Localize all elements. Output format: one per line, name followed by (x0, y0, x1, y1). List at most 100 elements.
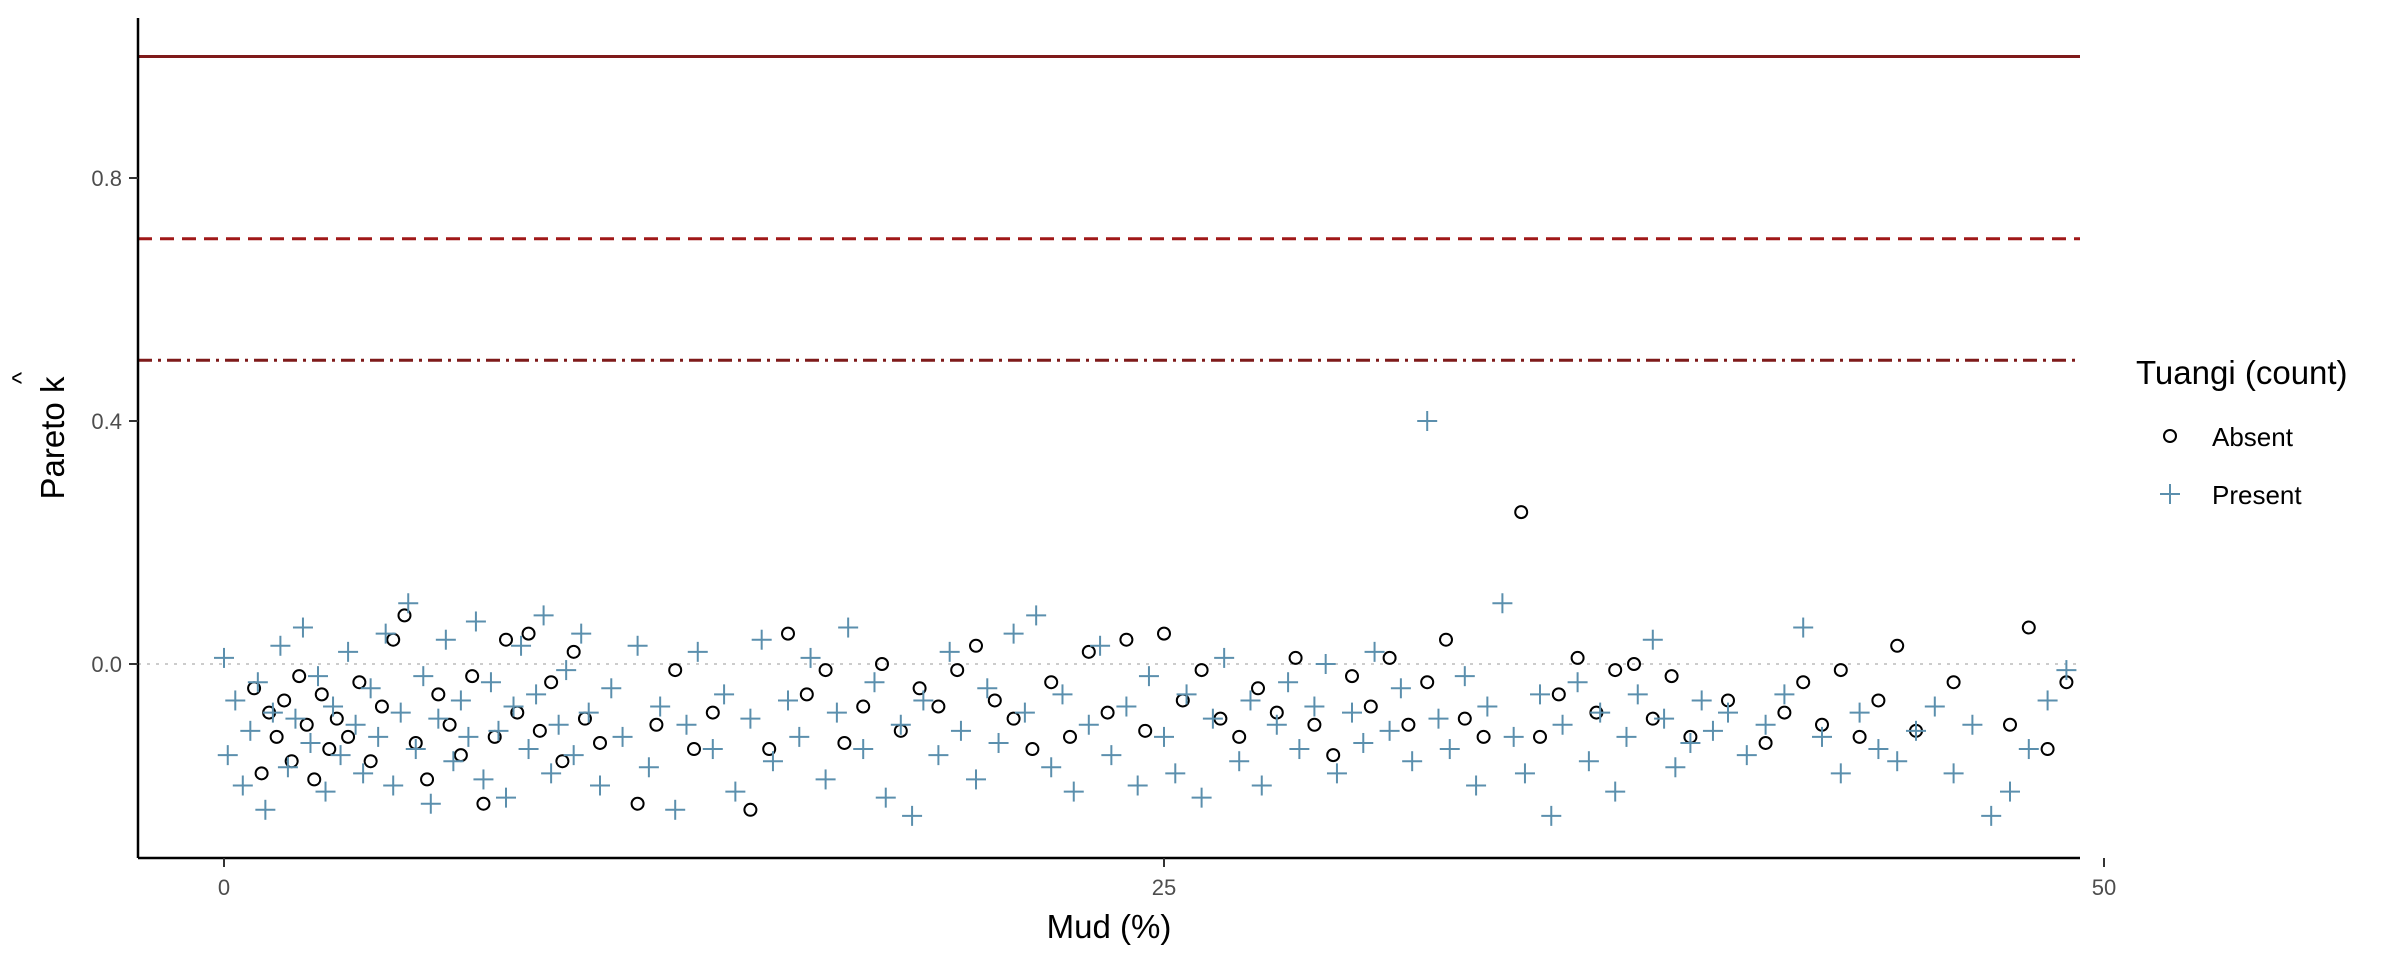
data-point (1326, 763, 1347, 784)
legend: Tuangi (count) Absent Present (2136, 354, 2348, 510)
data-point (1924, 696, 1945, 717)
data-point (1530, 684, 1550, 705)
data-point (751, 629, 772, 650)
data-point (913, 690, 934, 711)
data-point (386, 632, 401, 647)
data-point (277, 693, 292, 708)
data-point (1567, 672, 1588, 693)
data-point (315, 781, 336, 802)
data-point (1718, 702, 1738, 723)
data-point (1063, 729, 1077, 744)
data-point (420, 793, 441, 814)
data-point (269, 729, 284, 744)
data-point (649, 717, 664, 732)
data-point (217, 745, 238, 766)
data-point (902, 805, 923, 826)
data-point (1796, 675, 1811, 690)
data-point (1665, 757, 1686, 778)
data-point (781, 626, 795, 641)
data-point (928, 745, 949, 766)
data-point (714, 684, 735, 705)
data-point (969, 638, 983, 653)
data-point (1326, 748, 1341, 763)
data-point (1342, 702, 1362, 723)
data-point (1868, 739, 1889, 760)
data-point (1194, 663, 1209, 678)
data-point (338, 641, 359, 662)
x-axis-title: Mud (%) (1047, 908, 1172, 945)
data-point (1777, 705, 1792, 720)
data-point (612, 726, 633, 747)
data-point (375, 623, 396, 644)
data-point (789, 726, 810, 747)
data-point (939, 641, 960, 662)
data-point (1477, 696, 1498, 717)
data-point (1382, 650, 1397, 665)
data-point (1812, 726, 1832, 747)
data-point (2000, 781, 2020, 802)
data-point (374, 699, 389, 714)
data-point (1758, 735, 1773, 750)
data-point (1514, 505, 1529, 520)
data-point (627, 635, 648, 656)
data-point (1353, 732, 1374, 753)
data-point (1552, 714, 1573, 735)
data-point (2040, 742, 2055, 757)
data-point (1981, 805, 2002, 826)
data-point (329, 711, 344, 726)
data-point (352, 675, 367, 690)
data-point (838, 617, 859, 638)
data-point (1101, 745, 1122, 766)
data-point (214, 647, 234, 668)
data-point (299, 717, 314, 732)
data-point (541, 763, 562, 784)
data-point (240, 720, 261, 741)
data-point (1906, 720, 1926, 741)
data-point (705, 705, 720, 720)
data-point (1090, 635, 1111, 656)
x-tick-label: 25 (1152, 875, 1176, 900)
data-point (232, 775, 253, 796)
data-point (650, 696, 671, 717)
data-point (977, 678, 998, 699)
y-tick-label: 0.8 (91, 166, 122, 191)
data-point (1736, 745, 1757, 766)
data-point (1466, 775, 1487, 796)
data-point (590, 775, 610, 796)
data-point (1457, 711, 1472, 726)
data-point (1833, 663, 1848, 678)
data-point (725, 781, 746, 802)
data-point (480, 672, 501, 693)
data-point (864, 672, 885, 693)
data-point (496, 787, 516, 808)
data-point (1627, 657, 1641, 671)
data-point (1642, 629, 1663, 650)
data-point (593, 735, 607, 750)
x-ticks: 0255075 (218, 858, 2116, 900)
data-point (1943, 763, 1964, 784)
data-point (1608, 663, 1623, 678)
data-point (1240, 690, 1261, 711)
data-point (1420, 675, 1435, 690)
data-point (1138, 723, 1153, 738)
data-point (292, 669, 307, 684)
data-point (601, 678, 622, 699)
data-point (1793, 617, 1814, 638)
y-tick-label: 0.0 (91, 652, 122, 677)
data-point (950, 663, 965, 678)
data-point (307, 772, 322, 787)
data-point (308, 666, 328, 687)
data-point (1774, 684, 1795, 705)
data-point (2021, 620, 2036, 635)
data-point (465, 669, 480, 684)
data-point (665, 799, 686, 820)
data-point (1165, 763, 1186, 784)
svg-text:Pareto k: Pareto k (34, 376, 71, 499)
data-point (383, 775, 404, 796)
data-point (1191, 787, 1212, 808)
data-point (473, 769, 494, 790)
data-point (1551, 687, 1566, 702)
x-tick-label: 50 (2092, 875, 2116, 900)
data-point (1119, 632, 1134, 647)
data-point (1852, 729, 1867, 744)
